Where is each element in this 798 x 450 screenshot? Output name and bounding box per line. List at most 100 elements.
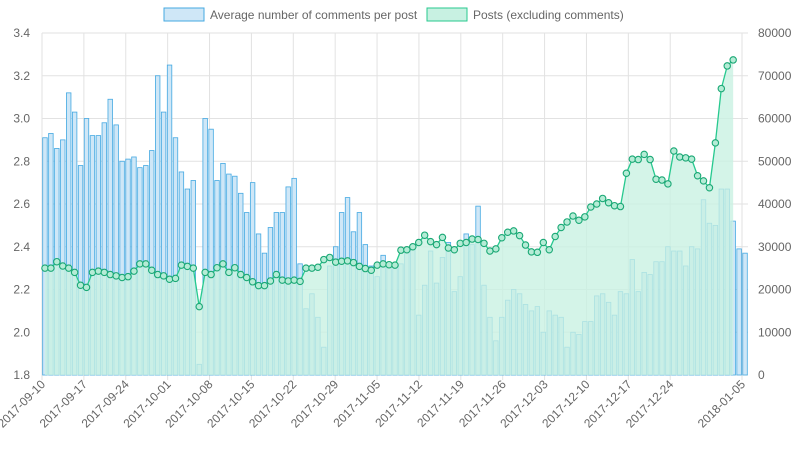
posts-point xyxy=(699,177,708,185)
y-left-tick-label: 2.8 xyxy=(13,154,30,168)
comment-bar xyxy=(60,139,66,376)
posts-point xyxy=(581,213,589,221)
posts-point xyxy=(165,275,174,283)
posts-point xyxy=(616,202,625,211)
y-left-tick-label: 3.4 xyxy=(13,26,30,40)
posts-point xyxy=(148,266,156,275)
posts-point xyxy=(177,261,186,269)
posts-point xyxy=(610,201,619,210)
posts-point xyxy=(717,84,726,93)
point-series-posts xyxy=(41,56,737,311)
posts-point xyxy=(420,231,429,239)
posts-point xyxy=(403,245,411,254)
posts-point xyxy=(70,268,79,277)
posts-point xyxy=(379,260,387,268)
posts-point xyxy=(278,276,287,284)
posts-point xyxy=(723,62,731,70)
posts-point xyxy=(296,277,304,286)
posts-point xyxy=(331,258,340,266)
posts-point xyxy=(539,238,548,247)
posts-point xyxy=(729,56,737,64)
y-right-tick-label: 80000 xyxy=(758,26,792,40)
posts-point xyxy=(480,239,488,248)
posts-point xyxy=(195,302,203,311)
posts-point xyxy=(634,155,642,164)
legend-label-comments[interactable]: Average number of comments per post xyxy=(210,8,418,22)
posts-point xyxy=(219,260,227,268)
y-right-tick-label: 30000 xyxy=(758,240,792,254)
x-tick-label: 2018-01-05 xyxy=(695,377,749,431)
posts-point xyxy=(88,268,97,277)
posts-point xyxy=(515,231,524,240)
posts-point xyxy=(242,273,251,282)
posts-point xyxy=(373,261,381,269)
posts-point xyxy=(237,270,245,279)
posts-point xyxy=(640,150,648,159)
y-axis-left: 1.8 2.0 2.2 2.4 2.6 2.8 3.0 3.2 3.4 xyxy=(13,26,30,382)
posts-point xyxy=(711,139,720,147)
posts-point xyxy=(290,276,298,284)
posts-point xyxy=(124,272,132,281)
posts-point xyxy=(509,227,518,235)
posts-point xyxy=(367,266,376,275)
y-left-tick-label: 2.0 xyxy=(13,325,30,339)
posts-point xyxy=(53,257,61,266)
posts-point xyxy=(622,169,631,177)
posts-point xyxy=(664,180,672,188)
posts-point xyxy=(450,245,459,254)
posts-point xyxy=(142,260,150,268)
posts-point xyxy=(587,203,595,211)
posts-point xyxy=(533,248,542,257)
y-left-tick-label: 2.6 xyxy=(13,197,30,211)
y-left-tick-label: 2.4 xyxy=(13,240,30,254)
posts-point xyxy=(308,264,316,272)
posts-point xyxy=(349,258,358,267)
y-left-tick-label: 3.0 xyxy=(13,112,30,126)
legend: Average number of comments per post Post… xyxy=(163,7,624,22)
posts-point xyxy=(557,223,565,232)
y-right-tick-label: 60000 xyxy=(758,112,792,126)
posts-point xyxy=(260,281,269,290)
posts-point xyxy=(171,274,180,283)
posts-point xyxy=(189,264,198,272)
posts-point xyxy=(64,264,73,272)
posts-point xyxy=(604,198,613,207)
comment-bar xyxy=(736,248,742,376)
posts-point xyxy=(598,194,607,203)
posts-point xyxy=(693,172,702,180)
y-left-tick-label: 3.2 xyxy=(13,69,30,83)
posts-point xyxy=(94,267,103,275)
posts-point xyxy=(670,147,678,155)
posts-point xyxy=(545,245,553,254)
posts-point xyxy=(272,270,281,279)
legend-label-posts[interactable]: Posts (excluding comments) xyxy=(473,8,624,22)
y-right-tick-label: 40000 xyxy=(758,197,792,211)
legend-swatch-posts[interactable] xyxy=(426,7,468,22)
y-right-tick-label: 70000 xyxy=(758,69,792,83)
posts-point xyxy=(658,176,666,184)
posts-point xyxy=(474,235,482,244)
posts-point xyxy=(130,267,138,275)
posts-point xyxy=(569,212,577,220)
posts-point xyxy=(575,216,583,225)
posts-area-fill xyxy=(44,59,734,376)
posts-point xyxy=(438,233,447,242)
posts-point xyxy=(498,234,506,242)
posts-point xyxy=(432,240,441,249)
posts-point xyxy=(462,238,470,247)
posts-point xyxy=(153,270,162,279)
posts-point xyxy=(456,239,465,248)
posts-point xyxy=(82,283,91,292)
comment-bar xyxy=(42,137,48,376)
posts-point xyxy=(551,232,559,241)
posts-point xyxy=(705,184,714,192)
posts-point xyxy=(676,153,684,161)
posts-point xyxy=(492,245,500,253)
x-axis: 2017-09-102017-09-172017-09-242017-10-01… xyxy=(0,377,748,431)
posts-point xyxy=(213,263,221,272)
posts-point xyxy=(248,278,257,286)
posts-point xyxy=(409,243,417,251)
posts-point xyxy=(414,238,423,247)
legend-swatch-comments[interactable] xyxy=(163,7,205,22)
